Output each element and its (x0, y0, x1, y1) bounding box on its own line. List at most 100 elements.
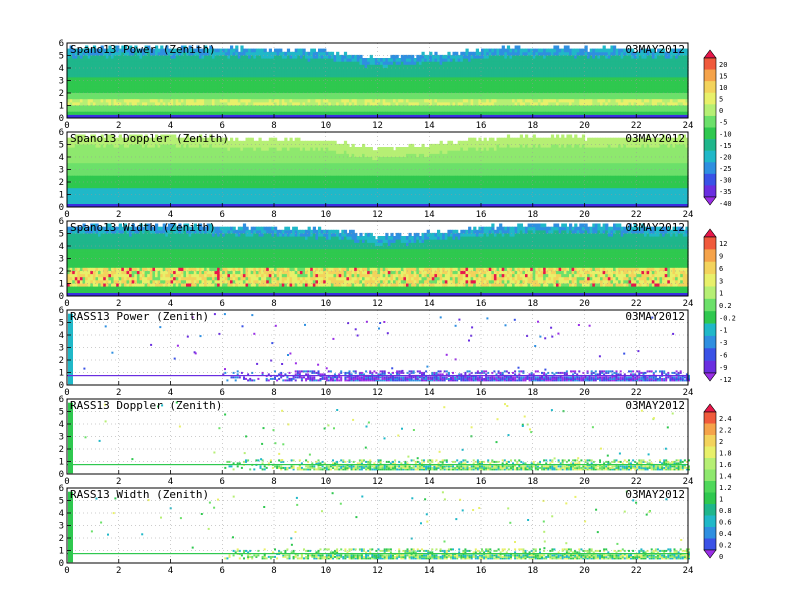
profile-cell (488, 73, 492, 78)
profile-cell (592, 51, 596, 56)
profile-cell (338, 64, 342, 68)
profile-cell (320, 79, 324, 84)
profile-cell (160, 101, 164, 106)
profile-cell (359, 108, 363, 112)
profile-cell (206, 73, 210, 78)
profile-cell (382, 92, 386, 97)
profile-cell (556, 45, 560, 50)
profile-cell (330, 70, 335, 75)
profile-cell (310, 101, 314, 106)
profile-cell (393, 89, 397, 93)
profile-cell (594, 101, 599, 106)
profile-cell (506, 64, 511, 68)
profile-cell (571, 79, 575, 84)
profile-cell (307, 73, 311, 78)
profile-cell (349, 54, 353, 59)
profile-cell (271, 79, 275, 84)
profile-cell (118, 95, 122, 100)
profile-cell (268, 61, 272, 65)
profile-cell (126, 95, 130, 100)
profile-cell (214, 111, 218, 115)
profile-cell (318, 101, 322, 106)
profile-cell (594, 89, 599, 93)
profile-cell (418, 64, 423, 68)
profile-cell (113, 83, 117, 87)
profile-cell (297, 83, 301, 87)
profile-cell (240, 51, 244, 56)
profile-cell (602, 92, 606, 97)
profile-cell (85, 48, 89, 53)
profile-cell (602, 101, 606, 106)
profile-cell (227, 64, 231, 68)
profile-cell (98, 54, 102, 59)
profile-cell (400, 83, 404, 87)
profile-cell (496, 108, 500, 112)
profile-cell (607, 51, 611, 56)
profile-cell (403, 58, 407, 62)
profile-cell (103, 83, 107, 87)
profile-cell (574, 79, 578, 84)
profile-cell (602, 70, 606, 75)
profile-cell (349, 83, 353, 87)
profile-cell (473, 61, 477, 65)
profile-cell (271, 86, 275, 90)
profile-cell (530, 95, 534, 100)
profile-cell (589, 67, 593, 72)
profile-cell (594, 51, 599, 56)
profile-cell (245, 83, 249, 87)
profile-cell (209, 98, 213, 103)
profile-cell (173, 61, 177, 65)
profile-cell (201, 79, 205, 84)
profile-cell (589, 51, 593, 56)
profile-cell (584, 54, 588, 59)
profile-cell (377, 79, 381, 84)
profile-cell (333, 76, 337, 81)
profile-cell (206, 101, 210, 106)
profile-cell (610, 104, 614, 109)
profile-cell (204, 61, 208, 65)
profile-cell (305, 73, 309, 78)
profile-cell (266, 95, 270, 100)
profile-cell (302, 54, 306, 59)
profile-cell (258, 86, 262, 90)
profile-cell (121, 89, 125, 93)
profile-cell (447, 76, 451, 81)
profile-cell (333, 79, 337, 84)
profile-cell (201, 92, 205, 97)
profile-cell (162, 86, 166, 90)
profile-cell (320, 58, 324, 62)
profile-cell (263, 64, 267, 68)
profile-cell (242, 108, 247, 112)
profile-cell (561, 92, 565, 97)
profile-cell (514, 89, 518, 93)
profile-cell (328, 89, 332, 93)
profile-cell (155, 76, 159, 81)
profile-cell (230, 83, 234, 87)
profile-cell (512, 86, 516, 90)
profile-cell (540, 111, 544, 115)
profile-cell (255, 92, 260, 97)
profile-cell (587, 76, 591, 81)
profile-cell (581, 101, 586, 106)
profile-cell (217, 104, 221, 109)
profile-cell (532, 76, 536, 81)
profile-cell (72, 92, 76, 97)
profile-cell (147, 89, 151, 93)
profile-cell (281, 58, 285, 62)
profile-cell (548, 111, 552, 115)
profile-cell (499, 95, 503, 100)
profile-cell (447, 51, 451, 56)
profile-cell (209, 51, 213, 56)
profile-cell (90, 73, 94, 78)
profile-cell (186, 61, 190, 65)
profile-cell (413, 61, 417, 65)
profile-cell (411, 64, 415, 68)
profile-cell (354, 111, 358, 115)
profile-cell (268, 76, 272, 81)
profile-cell (258, 98, 262, 103)
profile-cell (364, 101, 368, 106)
profile-cell (242, 58, 247, 62)
profile-cell (338, 98, 342, 103)
profile-cell (98, 51, 102, 56)
profile-cell (188, 92, 192, 97)
